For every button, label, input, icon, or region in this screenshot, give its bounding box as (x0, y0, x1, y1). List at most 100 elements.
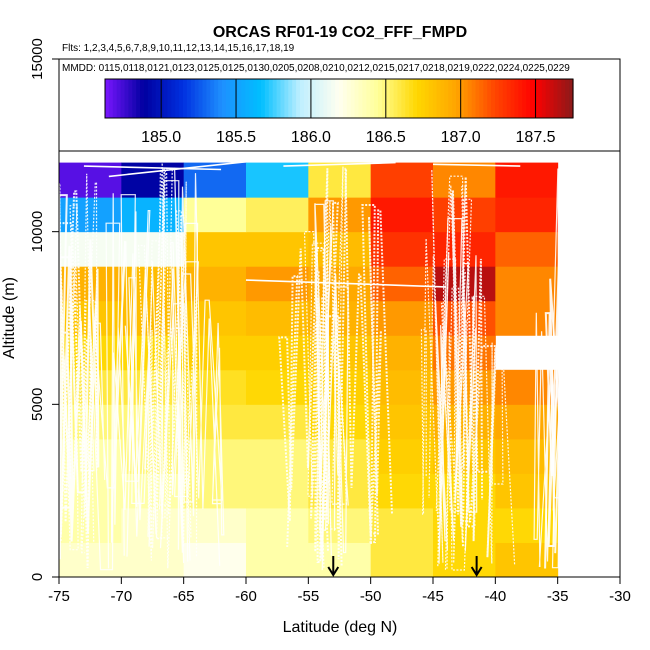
flight-track-leg (432, 163, 521, 167)
y-tick-label: 5000 (29, 388, 46, 421)
colorbar-tick-label: 187.5 (516, 129, 556, 146)
heatmap-cell (59, 197, 122, 233)
colorbar-swatch (206, 79, 211, 118)
colorbar-swatch (144, 79, 149, 118)
x-axis-label: Latitude (deg N) (283, 619, 398, 636)
flight-tracks (57, 158, 609, 571)
colorbar-swatch (417, 79, 422, 118)
colorbar-swatch (296, 79, 301, 118)
heatmap-cell (495, 162, 559, 198)
colorbar-swatch (350, 79, 356, 118)
heatmap-cell (370, 231, 434, 267)
colorbar-swatch (163, 79, 168, 118)
colorbar-swatch (545, 79, 551, 118)
colorbar-swatch (261, 79, 266, 118)
colorbar-swatch (436, 79, 441, 118)
colorbar-swatch (300, 79, 305, 118)
colorbar-swatch (358, 79, 363, 118)
flight-track (83, 211, 157, 571)
colorbar-tick-label: 185.5 (216, 129, 256, 146)
colorbar-swatch (401, 79, 406, 118)
colorbar-swatch (198, 79, 204, 118)
x-tick-label: -40 (484, 588, 506, 605)
colorbar-swatch (491, 79, 496, 118)
colorbar-swatch (370, 79, 375, 118)
colorbar-swatch (526, 79, 531, 118)
colorbar-swatch (136, 79, 141, 118)
colorbar-swatch (190, 79, 196, 118)
colorbar-swatch (335, 79, 340, 118)
colorbar-swatch (280, 79, 285, 118)
marker-arrow-head (470, 566, 483, 577)
colorbar-swatch (475, 79, 480, 118)
colorbar-swatch (214, 79, 219, 118)
x-tick-label: -30 (609, 588, 631, 605)
y-tick-label: 15000 (29, 38, 46, 80)
colorbar-ticks: 185.0 185.5 186.0 186.5 187.0 187.5 (141, 79, 556, 146)
x-tick-label: -45 (422, 588, 444, 605)
colorbar-swatch (463, 79, 469, 118)
colorbar-swatch (381, 79, 387, 118)
flight-track-leg (245, 279, 446, 288)
colorbar-swatch (397, 79, 402, 118)
colorbar-swatch (342, 79, 348, 118)
colorbar-swatch (264, 79, 270, 118)
colorbar-swatch (557, 79, 562, 118)
colorbar-swatch (105, 79, 110, 118)
heatmap-cell (246, 473, 309, 509)
heatmap-cell (495, 231, 559, 267)
heatmap-cell (183, 507, 247, 543)
heatmap-cell (246, 162, 309, 198)
colorbar-tick-label: 185.0 (141, 129, 181, 146)
colorbar-swatch (159, 79, 165, 118)
colorbar-swatch (292, 79, 297, 118)
colorbar-swatch (530, 79, 535, 118)
flight-track (544, 197, 609, 569)
flight-track (434, 218, 478, 564)
colorbar-swatch (444, 79, 449, 118)
colorbar-swatch (307, 79, 313, 118)
colorbar-swatch (487, 79, 492, 118)
colorbar-swatch (428, 79, 434, 118)
colorbar-swatch (506, 79, 512, 118)
colorbar-swatch (323, 79, 328, 118)
colorbar-swatch (331, 79, 336, 118)
x-tick-label: -35 (547, 588, 569, 605)
colorbar-swatch (565, 79, 570, 118)
colorbar-swatch (151, 79, 157, 118)
flight-track (303, 166, 348, 568)
flight-track (170, 167, 225, 566)
colorbar-swatch (147, 79, 153, 118)
colorbar-swatch (514, 79, 519, 118)
colorbar (104, 78, 574, 119)
colorbar-swatch (218, 79, 223, 118)
flight-track-leg (83, 165, 222, 171)
heatmap-cell (495, 300, 559, 336)
heatmap-cell (246, 438, 309, 474)
x-tick-label: -75 (48, 588, 70, 605)
marker-arrow-head (327, 566, 340, 577)
heatmap-cell (370, 266, 434, 302)
colorbar-swatch (413, 79, 418, 118)
colorbar-swatch (194, 79, 200, 118)
colorbar-swatch (409, 79, 414, 118)
colorbar-swatch (420, 79, 426, 118)
colorbar-swatch (288, 79, 293, 118)
colorbar-swatch (534, 79, 539, 118)
heatmap-cell (121, 197, 185, 233)
colorbar-swatch (502, 79, 508, 118)
colorbar-swatch (339, 79, 344, 118)
colorbar-swatch (311, 79, 317, 118)
colorbar-swatch (253, 79, 258, 118)
colorbar-swatch (448, 79, 453, 118)
flight-track (120, 180, 199, 562)
colorbar-swatch (424, 79, 430, 118)
colorbar-swatch (124, 79, 129, 118)
colorbar-swatch (378, 79, 383, 118)
colorbar-swatch (229, 79, 235, 118)
colorbar-swatch (471, 79, 477, 118)
colorbar-swatch (354, 79, 360, 118)
colorbar-swatch (498, 79, 504, 118)
heatmap-cell (370, 162, 434, 198)
colorbar-swatch (549, 79, 555, 118)
